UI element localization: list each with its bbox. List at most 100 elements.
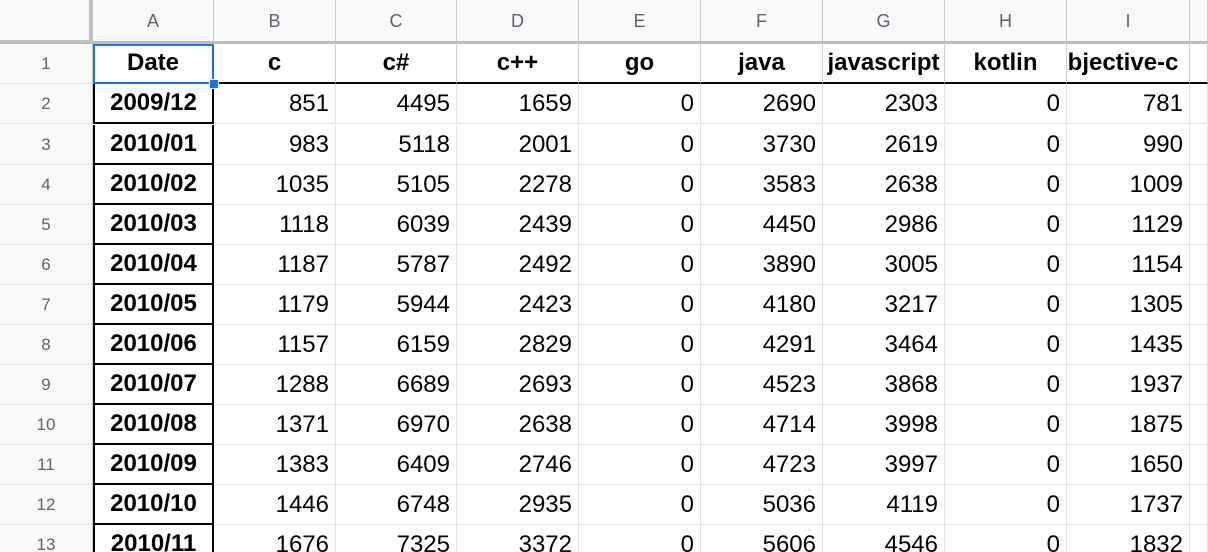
data-cell[interactable]: 1937: [1067, 365, 1190, 405]
column-header-e[interactable]: E: [579, 0, 701, 44]
data-cell[interactable]: 6748: [336, 485, 457, 525]
data-cell[interactable]: 2690: [701, 84, 823, 124]
data-cell[interactable]: 1157: [214, 325, 336, 365]
date-cell[interactable]: 2010/10: [93, 485, 214, 525]
column-header-h[interactable]: H: [945, 0, 1067, 44]
data-cell[interactable]: 1832: [1067, 525, 1190, 552]
data-cell[interactable]: 5118: [336, 125, 457, 165]
data-cell[interactable]: 1288: [214, 365, 336, 405]
data-cell[interactable]: 1009: [1067, 165, 1190, 205]
data-cell[interactable]: 2619: [823, 125, 945, 165]
header-cell-b[interactable]: c: [214, 44, 336, 84]
data-cell[interactable]: 0: [579, 125, 701, 165]
date-cell[interactable]: 2010/04: [93, 245, 214, 285]
row-header-5[interactable]: 5: [0, 205, 93, 245]
data-cell[interactable]: 4180: [701, 285, 823, 325]
data-cell[interactable]: 0: [945, 445, 1067, 485]
data-cell[interactable]: 1371: [214, 405, 336, 445]
header-cell-d[interactable]: c++: [457, 44, 579, 84]
data-cell[interactable]: 2746: [457, 445, 579, 485]
data-cell[interactable]: 3890: [701, 245, 823, 285]
column-header-c[interactable]: C: [336, 0, 457, 44]
data-cell[interactable]: [1190, 485, 1208, 525]
data-cell[interactable]: [1190, 325, 1208, 365]
data-cell[interactable]: 3998: [823, 405, 945, 445]
data-cell[interactable]: 0: [579, 365, 701, 405]
data-cell[interactable]: 2829: [457, 325, 579, 365]
data-cell[interactable]: 2439: [457, 205, 579, 245]
data-cell[interactable]: 5105: [336, 165, 457, 205]
data-cell[interactable]: 0: [579, 84, 701, 124]
data-cell[interactable]: 1179: [214, 285, 336, 325]
data-cell[interactable]: 1446: [214, 485, 336, 525]
data-cell[interactable]: 3464: [823, 325, 945, 365]
data-cell[interactable]: [1190, 365, 1208, 405]
data-cell[interactable]: 0: [945, 525, 1067, 552]
data-cell[interactable]: [1190, 165, 1208, 205]
data-cell[interactable]: 2001: [457, 125, 579, 165]
data-cell[interactable]: 781: [1067, 84, 1190, 124]
data-cell[interactable]: 1118: [214, 205, 336, 245]
header-cell-j[interactable]: [1190, 44, 1208, 84]
data-cell[interactable]: [1190, 525, 1208, 552]
header-cell-f[interactable]: java: [701, 44, 823, 84]
data-cell[interactable]: [1190, 245, 1208, 285]
data-cell[interactable]: 0: [945, 325, 1067, 365]
row-header-1[interactable]: 1: [0, 44, 93, 84]
data-cell[interactable]: 1129: [1067, 205, 1190, 245]
data-cell[interactable]: 5944: [336, 285, 457, 325]
data-cell[interactable]: 0: [579, 325, 701, 365]
column-header-b[interactable]: B: [214, 0, 336, 44]
data-cell[interactable]: 0: [945, 405, 1067, 445]
data-cell[interactable]: 0: [945, 365, 1067, 405]
data-cell[interactable]: 3868: [823, 365, 945, 405]
row-header-12[interactable]: 12: [0, 485, 93, 525]
date-cell[interactable]: 2010/01: [93, 125, 214, 165]
data-cell[interactable]: [1190, 285, 1208, 325]
date-cell[interactable]: 2010/11: [93, 525, 214, 552]
data-cell[interactable]: 5036: [701, 485, 823, 525]
data-cell[interactable]: 0: [579, 165, 701, 205]
data-cell[interactable]: 0: [945, 165, 1067, 205]
data-cell[interactable]: 4546: [823, 525, 945, 552]
data-cell[interactable]: 4723: [701, 445, 823, 485]
data-cell[interactable]: 2935: [457, 485, 579, 525]
data-cell[interactable]: 0: [945, 205, 1067, 245]
data-cell[interactable]: 6039: [336, 205, 457, 245]
data-cell[interactable]: 1659: [457, 84, 579, 124]
data-cell[interactable]: 6970: [336, 405, 457, 445]
data-cell[interactable]: 0: [579, 485, 701, 525]
data-cell[interactable]: 983: [214, 125, 336, 165]
frozen-row-divider[interactable]: [0, 41, 1208, 44]
column-header-i[interactable]: I: [1067, 0, 1190, 44]
data-cell[interactable]: 1383: [214, 445, 336, 485]
data-cell[interactable]: 3583: [701, 165, 823, 205]
data-cell[interactable]: 1737: [1067, 485, 1190, 525]
data-cell[interactable]: 2638: [823, 165, 945, 205]
date-cell[interactable]: 2010/03: [93, 205, 214, 245]
data-cell[interactable]: 3730: [701, 125, 823, 165]
data-cell[interactable]: 1650: [1067, 445, 1190, 485]
data-cell[interactable]: 7325: [336, 525, 457, 552]
row-header-11[interactable]: 11: [0, 445, 93, 485]
data-cell[interactable]: 5606: [701, 525, 823, 552]
row-header-10[interactable]: 10: [0, 405, 93, 445]
data-cell[interactable]: 0: [945, 285, 1067, 325]
data-cell[interactable]: 2638: [457, 405, 579, 445]
data-cell[interactable]: 3217: [823, 285, 945, 325]
date-cell[interactable]: 2009/12: [93, 84, 214, 124]
data-cell[interactable]: 2986: [823, 205, 945, 245]
data-cell[interactable]: [1190, 84, 1208, 124]
data-cell[interactable]: 0: [579, 205, 701, 245]
date-cell[interactable]: 2010/06: [93, 325, 214, 365]
date-cell[interactable]: 2010/02: [93, 165, 214, 205]
column-header-d[interactable]: D: [457, 0, 579, 44]
data-cell[interactable]: 0: [945, 485, 1067, 525]
data-cell[interactable]: 4495: [336, 84, 457, 124]
column-header-f[interactable]: F: [701, 0, 823, 44]
row-header-4[interactable]: 4: [0, 165, 93, 205]
data-cell[interactable]: 2278: [457, 165, 579, 205]
row-header-8[interactable]: 8: [0, 325, 93, 365]
row-header-13[interactable]: 13: [0, 525, 93, 552]
